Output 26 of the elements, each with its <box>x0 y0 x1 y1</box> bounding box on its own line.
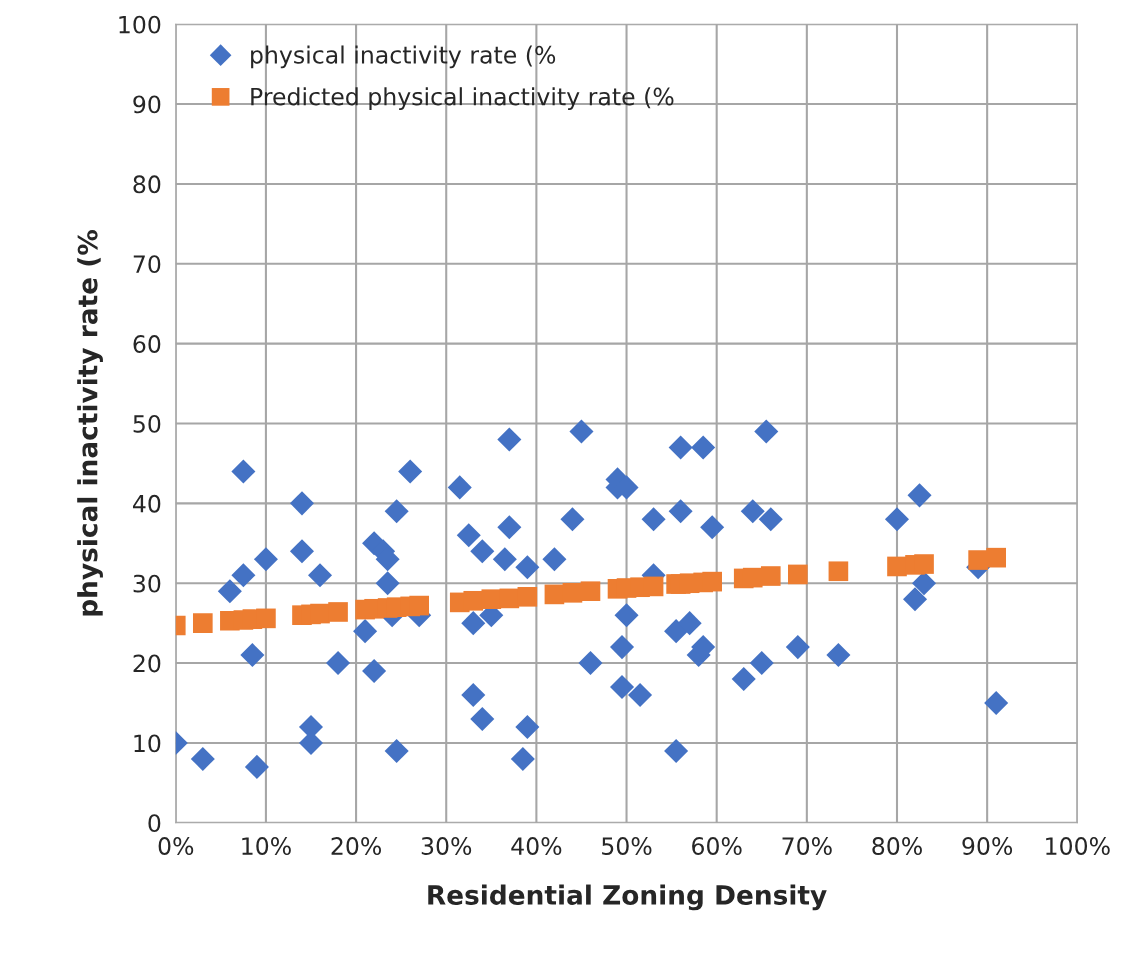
x-tick-label: 80% <box>872 837 922 855</box>
x-tick-label: 10% <box>242 837 291 855</box>
y-tick-label: 0 <box>148 814 161 833</box>
x-tick-label: 0% <box>158 837 194 855</box>
y-tick-label: 30 <box>133 574 161 593</box>
x-tick-label: 30% <box>421 837 472 855</box>
y-tick-label: 20 <box>133 654 161 673</box>
x-tick-label: 100% <box>1046 837 1110 855</box>
y-tick-label: 60 <box>133 335 161 353</box>
y-tick-label: 80 <box>133 175 161 194</box>
legend-label: physical inactivity rate (% <box>251 45 556 69</box>
x-tick-label: 90% <box>962 837 1013 855</box>
x-tick-label: 40% <box>511 837 562 855</box>
y-axis-title: physical inactivity rate (% <box>77 230 103 616</box>
y-tick-label: 90 <box>133 95 161 114</box>
y-tick-label: 10 <box>134 734 161 753</box>
legend-label: Predicted physical inactivity rate (% <box>251 87 674 111</box>
x-tick-label: 50% <box>602 837 652 855</box>
y-tick-label: 70 <box>133 255 161 274</box>
x-tick-label: 70% <box>782 837 832 855</box>
x-axis-title: Residential Zoning Density <box>428 884 827 911</box>
x-tick-label: 60% <box>692 837 742 855</box>
y-tick-label: 100 <box>119 15 161 34</box>
x-tick-label: 20% <box>331 837 382 855</box>
y-tick-label: 50 <box>133 414 161 433</box>
y-tick-label: 40 <box>132 494 161 513</box>
